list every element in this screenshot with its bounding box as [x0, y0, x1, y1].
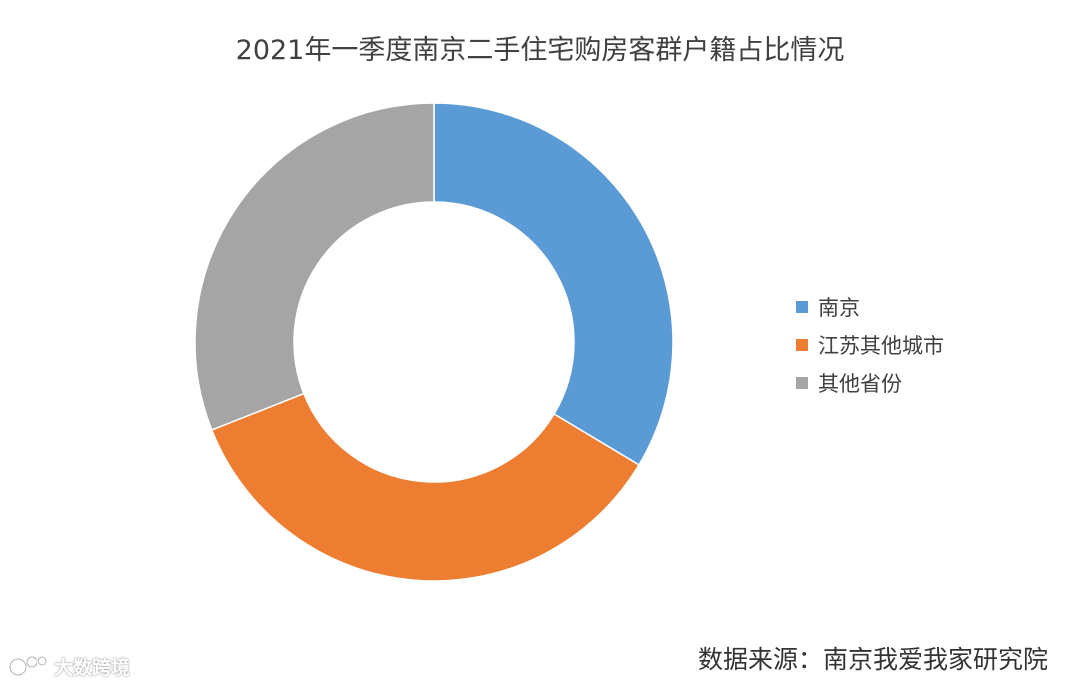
legend: 南京江苏其他城市 其他省份: [796, 288, 944, 402]
donut-slice-3: [194, 102, 435, 431]
source-note: 数据来源：南京我爱我家研究院: [697, 645, 1048, 674]
legend-swatch: [796, 339, 808, 351]
donut-slice-2: [210, 392, 640, 582]
legend-item: 南京: [796, 288, 944, 326]
legend-item: 其他省份: [796, 364, 944, 402]
legend-item: 江苏其他城市: [796, 326, 944, 364]
legend-label: 其他省份: [818, 372, 902, 396]
legend-label: 江苏其他城市: [818, 334, 944, 358]
chart-title: 2021年一季度南京二手住宅购房客群户籍占比情况: [235, 35, 845, 66]
legend-label: 南京: [818, 296, 860, 320]
legend-swatch: [796, 301, 808, 313]
watermark-logo-icon: [8, 655, 48, 677]
watermark-text: 大数跨境: [54, 656, 131, 679]
watermark: 大数跨境: [8, 652, 130, 680]
donut-slice-1: [433, 102, 674, 466]
legend-swatch: [796, 377, 808, 389]
